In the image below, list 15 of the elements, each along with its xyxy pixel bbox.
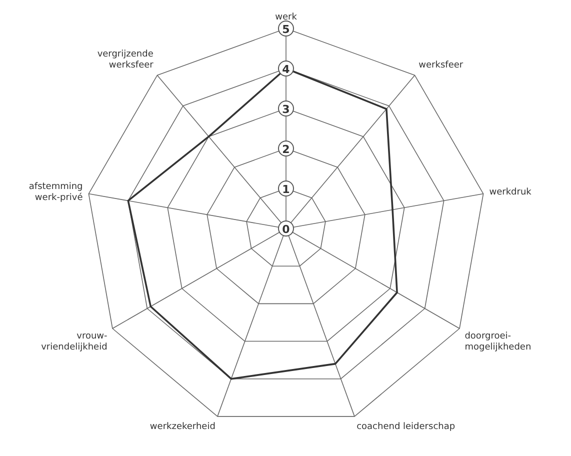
spoke-label: werk <box>275 12 298 22</box>
spoke-label: vergrijzende werksfeer <box>97 50 154 71</box>
y-tick-label: 3 <box>282 103 290 116</box>
spoke-label: afstemming werk-privé <box>28 182 84 204</box>
spoke-label: doorgroei- mogelijkheden <box>464 332 532 352</box>
y-tick-label: 0 <box>282 223 290 236</box>
y-tick-label: 4 <box>282 63 290 76</box>
spoke-label: werksfeer <box>418 60 464 71</box>
spoke-label: werkzekerheid <box>150 422 216 432</box>
spoke-label: coachend leiderschap <box>356 422 456 432</box>
spoke-label: werkdruk <box>489 188 532 198</box>
y-tick-label: 5 <box>282 23 290 36</box>
spoke-label: vrouw- vriendelijkheid <box>41 332 108 352</box>
y-tick-label: 1 <box>282 183 290 196</box>
y-tick-label: 2 <box>282 143 290 156</box>
